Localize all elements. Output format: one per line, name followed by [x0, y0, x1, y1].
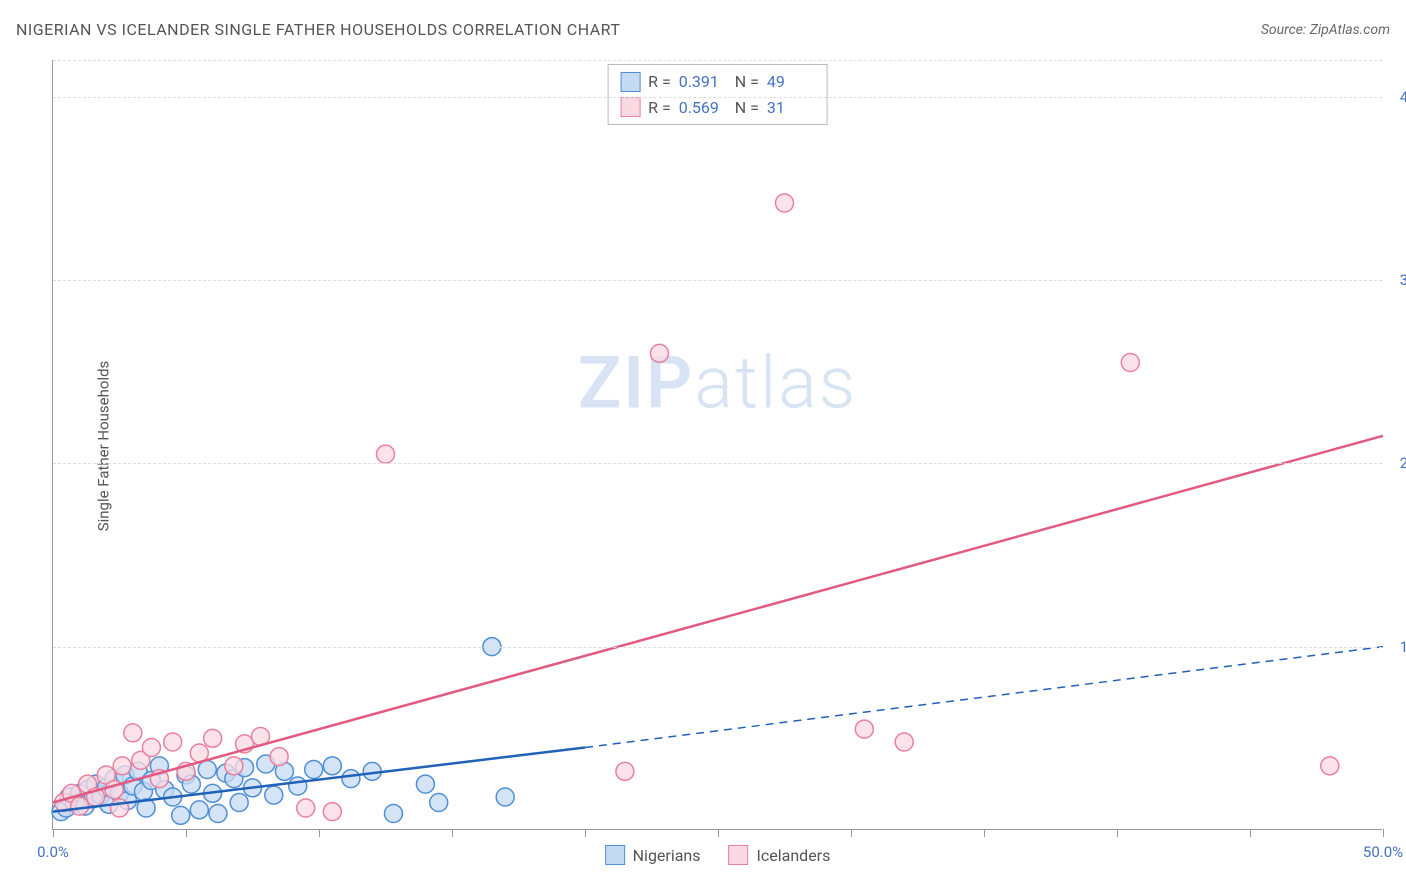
legend-swatch-icelanders — [620, 97, 640, 117]
data-point — [265, 786, 283, 804]
trend-line — [53, 436, 1383, 803]
x-tick — [319, 829, 320, 837]
chart-plot-area: ZIPatlas R = 0.391 N = 49 R = 0.569 N = … — [52, 60, 1382, 830]
data-point — [1321, 757, 1339, 775]
data-point — [305, 761, 323, 779]
data-point — [270, 748, 288, 766]
data-point — [164, 733, 182, 751]
data-point — [384, 805, 402, 823]
y-tick-label: 10.0% — [1400, 638, 1406, 656]
y-tick-label: 30.0% — [1400, 271, 1406, 289]
data-point — [650, 344, 668, 362]
r-label: R = — [648, 69, 671, 95]
data-point — [172, 806, 190, 824]
legend-swatch-nigerians — [620, 72, 640, 92]
data-point — [776, 194, 794, 212]
data-point — [289, 777, 307, 795]
scatter-plot-svg — [53, 60, 1382, 829]
data-point — [204, 729, 222, 747]
gridline — [53, 97, 1382, 98]
legend-swatch-icelanders-bottom — [729, 845, 749, 865]
data-point — [124, 724, 142, 742]
data-point — [855, 720, 873, 738]
data-point — [209, 805, 227, 823]
gridline — [53, 280, 1382, 281]
x-tick — [585, 829, 586, 837]
legend-label-icelanders: Icelanders — [757, 846, 831, 865]
gridline — [53, 647, 1382, 648]
data-point — [142, 739, 160, 757]
data-point — [230, 794, 248, 812]
source-attribution: Source: ZipAtlas.com — [1261, 22, 1390, 38]
data-point — [616, 762, 634, 780]
data-point — [71, 797, 89, 815]
n-label: N = — [735, 69, 759, 95]
r-value-icelanders: 0.569 — [679, 95, 727, 121]
r-value-nigerians: 0.391 — [679, 69, 727, 95]
chart-header: NIGERIAN VS ICELANDER SINGLE FATHER HOUS… — [16, 20, 1390, 39]
n-value-nigerians: 49 — [767, 69, 815, 95]
x-tick — [718, 829, 719, 837]
legend-row-nigerians: R = 0.391 N = 49 — [620, 69, 815, 95]
gridline — [53, 60, 1382, 61]
data-point — [1121, 354, 1139, 372]
gridline — [53, 463, 1382, 464]
data-point — [895, 733, 913, 751]
x-tick — [984, 829, 985, 837]
x-tick-label: 0.0% — [37, 843, 69, 861]
data-point — [416, 775, 434, 793]
data-point — [430, 794, 448, 812]
x-tick — [1383, 829, 1384, 837]
data-point — [190, 801, 208, 819]
x-tick — [1250, 829, 1251, 837]
legend-item-icelanders: Icelanders — [729, 845, 831, 865]
x-tick-label: 50.0% — [1363, 843, 1403, 861]
legend-item-nigerians: Nigerians — [605, 845, 701, 865]
n-label: N = — [735, 95, 759, 121]
legend-row-icelanders: R = 0.569 N = 31 — [620, 95, 815, 121]
x-tick — [53, 829, 54, 837]
r-label: R = — [648, 95, 671, 121]
x-tick — [1117, 829, 1118, 837]
correlation-legend: R = 0.391 N = 49 R = 0.569 N = 31 — [607, 64, 828, 125]
data-point — [198, 761, 216, 779]
data-point — [342, 770, 360, 788]
data-point — [377, 445, 395, 463]
x-tick — [851, 829, 852, 837]
x-tick — [452, 829, 453, 837]
data-point — [323, 757, 341, 775]
n-value-icelanders: 31 — [767, 95, 815, 121]
data-point — [297, 799, 315, 817]
data-point — [496, 788, 514, 806]
series-legend: Nigerians Icelanders — [605, 845, 831, 865]
legend-label-nigerians: Nigerians — [633, 846, 701, 865]
chart-title: NIGERIAN VS ICELANDER SINGLE FATHER HOUS… — [16, 20, 620, 39]
x-tick — [186, 829, 187, 837]
trend-line-extrapolated — [585, 647, 1383, 748]
data-point — [323, 803, 341, 821]
y-tick-label: 20.0% — [1400, 454, 1406, 472]
data-point — [113, 757, 131, 775]
y-tick-label: 40.0% — [1400, 88, 1406, 106]
legend-swatch-nigerians-bottom — [605, 845, 625, 865]
data-point — [225, 757, 243, 775]
